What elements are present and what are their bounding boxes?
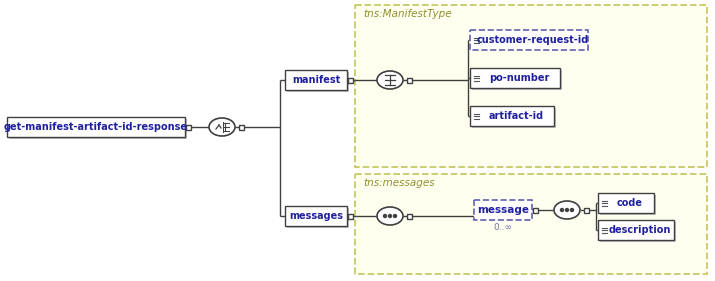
Ellipse shape — [554, 201, 580, 219]
Bar — [477, 203, 535, 223]
Bar — [472, 108, 556, 128]
Bar — [533, 207, 538, 212]
Bar — [475, 201, 533, 221]
Bar — [472, 70, 562, 90]
Bar — [471, 31, 589, 51]
Bar — [7, 117, 185, 137]
Bar — [285, 206, 347, 226]
Bar — [470, 106, 554, 126]
Bar — [473, 33, 591, 53]
Text: messages: messages — [289, 211, 343, 221]
Bar — [600, 195, 656, 215]
Bar — [287, 208, 349, 228]
Text: code: code — [617, 198, 643, 208]
Text: tns:messages: tns:messages — [363, 178, 435, 188]
Bar — [185, 124, 190, 130]
Circle shape — [383, 214, 387, 217]
Text: manifest: manifest — [292, 75, 340, 85]
Bar — [347, 78, 352, 83]
Text: po-number: po-number — [489, 73, 549, 83]
Ellipse shape — [377, 207, 403, 225]
Circle shape — [393, 214, 397, 217]
Bar — [355, 174, 707, 274]
Bar — [287, 72, 349, 92]
Circle shape — [388, 214, 392, 217]
Circle shape — [561, 209, 563, 212]
Bar — [600, 222, 676, 242]
Bar — [347, 214, 352, 219]
Text: artifact-id: artifact-id — [488, 111, 543, 121]
Bar — [407, 214, 412, 219]
Bar — [583, 207, 588, 212]
Bar — [239, 124, 244, 130]
Bar — [470, 68, 560, 88]
Text: message: message — [477, 205, 529, 215]
Bar — [598, 220, 674, 240]
Text: tns:ManifestType: tns:ManifestType — [363, 9, 452, 19]
Text: customer-request-id: customer-request-id — [477, 35, 589, 45]
Bar — [470, 30, 588, 50]
Circle shape — [571, 209, 573, 212]
Circle shape — [566, 209, 568, 212]
Bar — [9, 119, 187, 139]
Text: 0..∞: 0..∞ — [493, 223, 513, 232]
Bar — [474, 200, 532, 220]
Bar — [407, 78, 412, 83]
Bar — [598, 193, 654, 213]
Ellipse shape — [209, 118, 235, 136]
Bar — [285, 70, 347, 90]
Ellipse shape — [377, 71, 403, 89]
Bar — [355, 5, 707, 167]
Text: description: description — [608, 225, 671, 235]
Text: get-manifest-artifact-id-response: get-manifest-artifact-id-response — [4, 122, 188, 132]
